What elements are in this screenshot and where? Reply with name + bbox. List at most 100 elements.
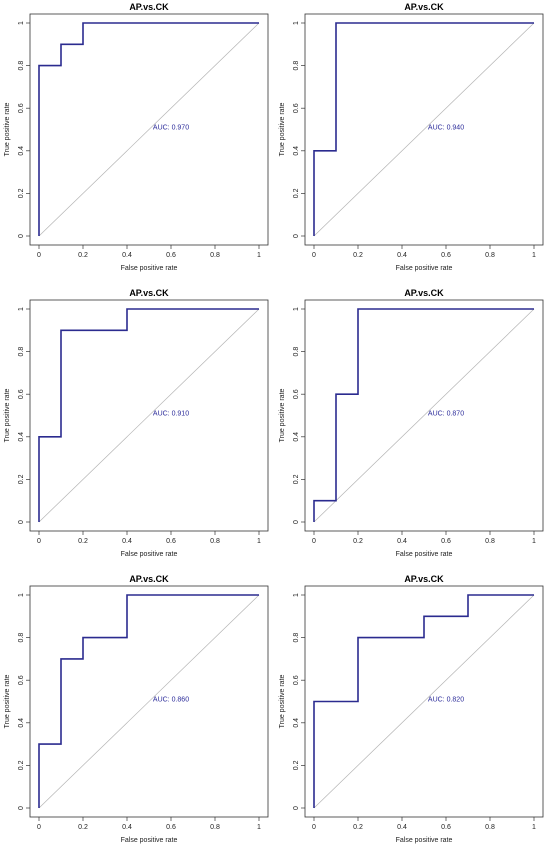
roc-chart-svg: AP.vs.CK 0 0.2 0.4 0.6 0.8 1 0 0.2 0.4 0.6 0.8 1 Fals… — [4, 574, 269, 844]
y-tick-label: 1 — [18, 593, 25, 597]
x-tick-label: 0.6 — [441, 538, 451, 545]
plot-frame — [304, 13, 544, 246]
y-axis-title: True positive rate — [4, 388, 11, 442]
y-tick-label: 1 — [18, 21, 25, 25]
x-tick-label: 0 — [312, 252, 316, 259]
y-tick-label: 0.8 — [18, 633, 25, 643]
y-tick-label: 0.2 — [18, 188, 25, 198]
y-tick-label: 0 — [18, 806, 25, 810]
y-tick-label: 1 — [18, 307, 25, 311]
chart-title: AP.vs.CK — [129, 2, 169, 12]
y-tick-label: 0.2 — [18, 474, 25, 484]
reference-diagonal — [38, 594, 260, 809]
y-axis-title: True positive rate — [279, 674, 286, 728]
y-tick-label: 0.8 — [18, 61, 25, 71]
chart-title: AP.vs.CK — [129, 574, 169, 584]
roc-panel-3: AP.vs.CK 0 0.2 0.4 0.6 0.8 1 0 0.2 0.4 0.6 0.8 1 Fals… — [0, 286, 275, 572]
roc-panel-5: AP.vs.CK 0 0.2 0.4 0.6 0.8 1 0 0.2 0.4 0.6 0.8 1 Fals… — [0, 572, 275, 858]
y-tick-label: 0.4 — [18, 718, 25, 728]
y-tick-label: 0.6 — [293, 389, 300, 399]
x-tick-label: 0 — [37, 824, 41, 831]
x-tick-label: 0.6 — [441, 824, 451, 831]
roc-panel-6: AP.vs.CK 0 0.2 0.4 0.6 0.8 1 0 0.2 0.4 0.6 0.8 1 Fals… — [275, 572, 550, 858]
y-tick-label: 0.4 — [18, 146, 25, 156]
y-tick-label: 0.2 — [293, 474, 300, 484]
x-tick-label: 0.6 — [166, 252, 176, 259]
y-tick-label: 0 — [293, 234, 300, 238]
x-tick-label: 0.2 — [78, 538, 88, 545]
y-tick-label: 0 — [293, 806, 300, 810]
reference-diagonal — [313, 308, 535, 523]
x-tick-label: 1 — [532, 824, 536, 831]
plot-frame — [29, 299, 269, 532]
x-tick-label: 0 — [312, 538, 316, 545]
plot-frame — [29, 585, 269, 818]
reference-diagonal — [38, 22, 260, 237]
chart-title: AP.vs.CK — [404, 288, 444, 298]
auc-label: AUC: 0.970 — [153, 125, 189, 132]
auc-label: AUC: 0.910 — [153, 411, 189, 418]
x-tick-label: 0.8 — [485, 538, 495, 545]
roc-chart-svg: AP.vs.CK 0 0.2 0.4 0.6 0.8 1 0 0.2 0.4 0.6 0.8 1 Fals… — [279, 2, 544, 272]
y-tick-label: 1 — [293, 593, 300, 597]
y-tick-label: 0.6 — [18, 103, 25, 113]
x-axis-title: False positive rate — [121, 551, 178, 558]
y-tick-label: 0.8 — [293, 61, 300, 71]
x-tick-label: 1 — [532, 538, 536, 545]
chart-title: AP.vs.CK — [129, 288, 169, 298]
y-tick-label: 1 — [293, 21, 300, 25]
reference-diagonal — [313, 594, 535, 809]
y-tick-label: 0.8 — [293, 633, 300, 643]
plot-frame — [304, 299, 544, 532]
x-tick-label: 0.2 — [78, 252, 88, 259]
x-tick-label: 0.6 — [441, 252, 451, 259]
roc-curve — [38, 594, 259, 808]
roc-curve — [38, 22, 259, 236]
x-tick-label: 0.8 — [210, 824, 220, 831]
x-tick-label: 0.4 — [397, 538, 407, 545]
roc-panel-4: AP.vs.CK 0 0.2 0.4 0.6 0.8 1 0 0.2 0.4 0.6 0.8 1 Fals… — [275, 286, 550, 572]
y-tick-label: 0.4 — [293, 718, 300, 728]
chart-title: AP.vs.CK — [404, 2, 444, 12]
x-tick-label: 0.4 — [122, 538, 132, 545]
x-tick-label: 1 — [532, 252, 536, 259]
x-tick-label: 0.6 — [166, 824, 176, 831]
auc-label: AUC: 0.940 — [428, 125, 464, 132]
roc-panel-2: AP.vs.CK 0 0.2 0.4 0.6 0.8 1 0 0.2 0.4 0.6 0.8 1 Fals… — [275, 0, 550, 286]
x-tick-label: 0.8 — [485, 252, 495, 259]
x-tick-label: 0 — [37, 538, 41, 545]
chart-title: AP.vs.CK — [404, 574, 444, 584]
y-tick-label: 0 — [18, 520, 25, 524]
reference-diagonal — [313, 22, 535, 237]
auc-label: AUC: 0.860 — [153, 697, 189, 704]
x-tick-label: 0.4 — [122, 824, 132, 831]
x-tick-label: 1 — [257, 538, 261, 545]
y-tick-label: 0.8 — [18, 347, 25, 357]
y-tick-label: 0 — [18, 234, 25, 238]
x-tick-label: 0 — [37, 252, 41, 259]
x-tick-label: 0.2 — [353, 824, 363, 831]
x-axis-title: False positive rate — [121, 837, 178, 844]
x-tick-label: 0.4 — [397, 252, 407, 259]
auc-label: AUC: 0.870 — [428, 411, 464, 418]
y-tick-label: 0 — [293, 520, 300, 524]
x-tick-label: 0.2 — [353, 538, 363, 545]
y-tick-label: 0.6 — [293, 103, 300, 113]
roc-chart-svg: AP.vs.CK 0 0.2 0.4 0.6 0.8 1 0 0.2 0.4 0.6 0.8 1 Fals… — [279, 288, 544, 558]
x-tick-label: 1 — [257, 252, 261, 259]
y-tick-label: 0.4 — [18, 432, 25, 442]
y-tick-label: 0.2 — [293, 760, 300, 770]
x-tick-label: 1 — [257, 824, 261, 831]
roc-chart-svg: AP.vs.CK 0 0.2 0.4 0.6 0.8 1 0 0.2 0.4 0.6 0.8 1 Fals… — [279, 574, 544, 844]
x-tick-label: 0.4 — [122, 252, 132, 259]
y-tick-label: 0.6 — [293, 675, 300, 685]
y-tick-label: 0.8 — [293, 347, 300, 357]
auc-label: AUC: 0.820 — [428, 697, 464, 704]
y-axis-title: True positive rate — [4, 102, 11, 156]
roc-panel-1: AP.vs.CK 0 0.2 0.4 0.6 0.8 1 0 0.2 0.4 0.6 0.8 1 Fals… — [0, 0, 275, 286]
plot-frame — [304, 585, 544, 818]
roc-curve — [313, 22, 534, 236]
x-tick-label: 0.8 — [210, 538, 220, 545]
x-tick-label: 0.8 — [210, 252, 220, 259]
y-axis-title: True positive rate — [279, 388, 286, 442]
